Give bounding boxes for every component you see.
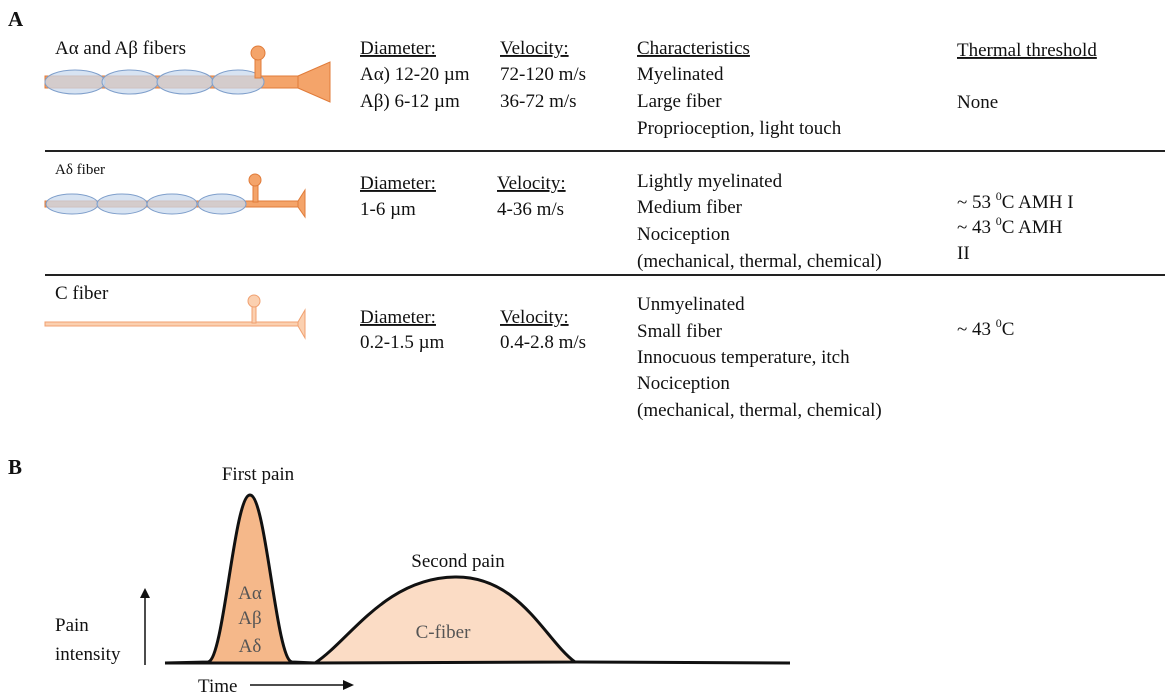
cell: (mechanical, thermal, chemical) [637,251,882,272]
cell: II [957,243,970,264]
cell: None [957,92,998,113]
cell: Unmyelinated [637,294,745,315]
label: Aβ [238,608,261,629]
header: Thermal threshold [957,40,1097,61]
cell: Nociception [637,373,730,394]
cell: 72-120 m/s [500,64,586,85]
panel-label: A [8,7,24,31]
text: ~ 43 [957,319,996,340]
header: Velocity: [500,38,569,59]
cell: Nociception [637,224,730,245]
fiber-drawing [45,174,305,217]
cell: 0.2-1.5 µm [360,332,445,353]
cell: ~ 53 0C AMH I [957,189,1074,213]
label: Second pain [411,551,505,572]
fiber-name: Aδ fiber [55,162,105,178]
label: Aα [238,583,262,604]
cell: ~ 43 0C AMH [957,214,1063,238]
label: First pain [222,464,295,485]
axis-label: Time [198,676,237,696]
cell: Innocuous temperature, itch [637,347,850,368]
axis-label: intensity [55,644,121,665]
label: C-fiber [416,622,472,643]
cell: 36-72 m/s [500,91,577,112]
fiber-name: C fiber [55,283,109,304]
cell: (mechanical, thermal, chemical) [637,400,882,421]
header: Diameter: [360,173,436,194]
cell: Small fiber [637,321,723,342]
cell: 1-6 µm [360,199,416,220]
panel-label: B [8,455,22,479]
text: ~ 43 [957,217,996,238]
header: Velocity: [497,173,566,194]
header: Velocity: [500,307,569,328]
fiber-name: Aα and Aβ fibers [55,38,186,59]
label: Aδ [239,636,262,657]
header: Characteristics [637,38,750,59]
cell: Large fiber [637,91,722,112]
cell: Aα) 12-20 µm [360,64,470,85]
cell: Proprioception, light touch [637,118,842,139]
cell: 0.4-2.8 m/s [500,332,586,353]
cell: Aβ) 6-12 µm [360,91,460,112]
text: C AMH [1002,217,1063,238]
text: C [1002,319,1015,340]
header: Diameter: [360,307,436,328]
figure: A B Aα and Aβ fibers Diameter: Aα) 12-20… [0,0,1167,696]
text: C AMH I [1002,192,1074,213]
text: ~ 53 [957,192,996,213]
cell: Lightly myelinated [637,171,783,192]
cell: Myelinated [637,64,724,85]
header: Diameter: [360,38,436,59]
axis-label: Pain [55,615,89,636]
cell: Medium fiber [637,197,743,218]
cell: 4-36 m/s [497,199,564,220]
cell: ~ 43 0C [957,316,1014,340]
